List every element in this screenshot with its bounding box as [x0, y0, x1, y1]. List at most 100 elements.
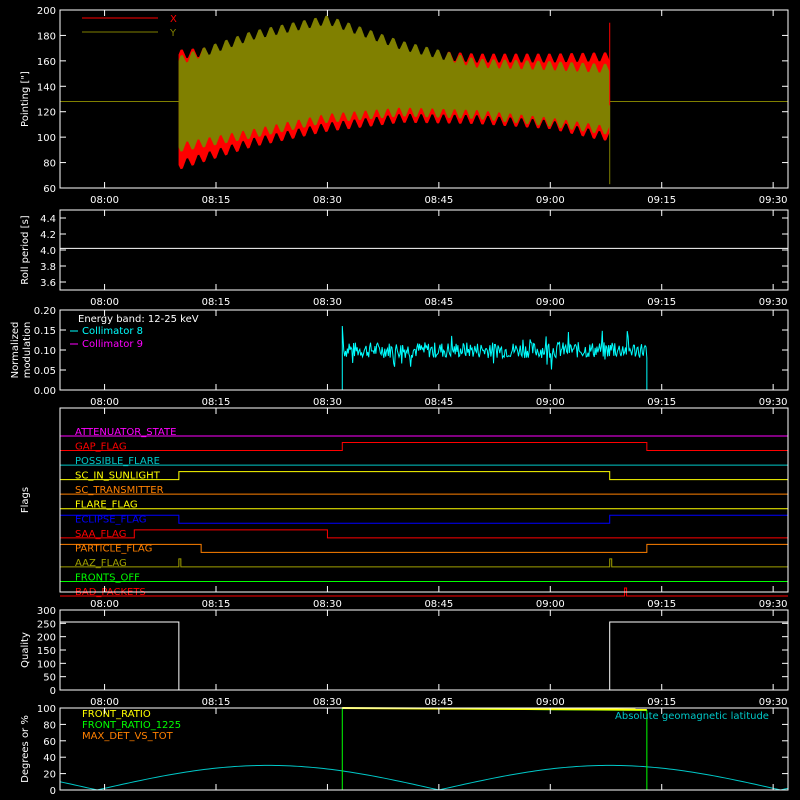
- x-tick-label: 09:30: [759, 397, 788, 408]
- geomagnetic-latitude-label: Absolute geomagnetic latitude: [615, 711, 769, 722]
- x-tick-label: 09:00: [536, 297, 565, 308]
- y-tick-label: 120: [37, 108, 56, 119]
- y-tick-label: 100: [37, 704, 56, 715]
- x-tick-label: 09:15: [647, 297, 676, 308]
- legend-label-X: X: [170, 14, 177, 25]
- x-tick-label: 08:30: [313, 697, 342, 708]
- y-tick-label: 50: [43, 673, 56, 684]
- x-tick-label: 08:45: [424, 397, 453, 408]
- y-tick-label: 4.2: [40, 230, 56, 241]
- flag-label-aaz-flag: AAZ_FLAG: [75, 558, 127, 569]
- panel-frame: [59, 707, 789, 791]
- y-tick-label: 0.15: [34, 326, 56, 337]
- y-tick-label: 200: [37, 6, 56, 17]
- x-tick-label: 09:00: [536, 697, 565, 708]
- panel-frame: [59, 209, 789, 291]
- flag-line-sc-in-sunlight: [60, 471, 788, 481]
- x-tick-label: 08:45: [424, 297, 453, 308]
- x-tick-label: 08:15: [202, 697, 231, 708]
- y-tick-label: 4.4: [40, 214, 56, 225]
- x-tick-label: 09:15: [647, 697, 676, 708]
- x-tick-label: 08:00: [90, 397, 119, 408]
- x-tick-label: 08:00: [90, 599, 119, 610]
- x-tick-label: 09:15: [647, 195, 676, 206]
- x-tick-label: 08:00: [90, 297, 119, 308]
- x-tick-label: 08:15: [202, 195, 231, 206]
- legend-label-front-ratio: FRONT_RATIO: [82, 709, 151, 720]
- y-axis-label: Degrees or %: [20, 715, 31, 783]
- flag-label-flare-flag: FLARE_FLAG: [75, 500, 138, 511]
- y-tick-label: 100: [37, 659, 56, 670]
- x-tick-label: 09:15: [647, 599, 676, 610]
- legend-label-collimator-9: Collimator 9: [82, 339, 143, 350]
- energy-band-annotation: Energy band: 12-25 keV: [78, 314, 199, 325]
- y-tick-label: 20: [43, 770, 56, 781]
- y-tick-label: 3.8: [40, 262, 56, 273]
- collimator-8-line: [341, 325, 648, 390]
- x-tick-label: 08:45: [424, 599, 453, 610]
- x-tick-label: 08:15: [202, 297, 231, 308]
- y-tick-label: 100: [37, 133, 56, 144]
- x-tick-label: 08:45: [424, 195, 453, 206]
- geomagnetic-latitude-line: [59, 764, 789, 791]
- x-tick-label: 08:30: [313, 397, 342, 408]
- y-tick-label: 3.6: [40, 278, 56, 289]
- x-tick-label: 08:00: [90, 697, 119, 708]
- x-tick-label: 08:30: [313, 297, 342, 308]
- y-tick-label: 4.0: [40, 246, 56, 257]
- y-tick-label: 0: [50, 686, 56, 697]
- y-axis-label: Roll period [s]: [20, 215, 31, 284]
- flag-label-sc-transmitter: SC_TRANSMITTER: [75, 485, 164, 496]
- x-tick-label: 09:00: [536, 599, 565, 610]
- flag-line-saa-flag: [60, 529, 788, 539]
- x-tick-label: 08:15: [202, 599, 231, 610]
- x-tick-label: 08:15: [202, 397, 231, 408]
- flag-line-bad-packets: [60, 587, 788, 597]
- y-tick-label: 0.05: [34, 366, 56, 377]
- x-tick-label: 08:00: [90, 195, 119, 206]
- panel-frame: [59, 407, 789, 593]
- flag-line-particle-flag: [59, 543, 789, 553]
- quality-line: [60, 621, 788, 691]
- legend-label-max-det-vs-tot: MAX_DET_VS_TOT: [82, 731, 174, 742]
- x-tick-label: 09:00: [536, 397, 565, 408]
- x-tick-label: 09:30: [759, 697, 788, 708]
- y-tick-label: 60: [43, 184, 56, 195]
- y-tick-label: 200: [37, 633, 56, 644]
- flag-label-particle-flag: PARTICLE_FLAG: [75, 543, 152, 554]
- flag-line-aaz-flag: [60, 558, 788, 568]
- y-tick-label: 150: [37, 646, 56, 657]
- x-tick-label: 09:00: [536, 195, 565, 206]
- y-tick-label: 0.10: [34, 346, 56, 357]
- y-axis-label-line: Normalized: [10, 322, 21, 379]
- legend-label-collimator-8: Collimator 8: [82, 326, 143, 337]
- y-tick-label: 0.00: [34, 386, 56, 397]
- x-tick-label: 08:30: [313, 195, 342, 206]
- flag-label-saa-flag: SAA_FLAG: [75, 529, 126, 540]
- y-tick-label: 40: [43, 753, 56, 764]
- flag-label-eclipse-flag: ECLIPSE_FLAG: [75, 514, 146, 525]
- flag-label-gap-flag: GAP_FLAG: [75, 442, 127, 453]
- y-tick-label: 140: [37, 82, 56, 93]
- legend-label-Y: Y: [169, 28, 177, 39]
- flag-label-possible-flare: POSSIBLE_FLARE: [75, 456, 160, 467]
- flag-label-attenuator-state: ATTENUATOR_STATE: [75, 427, 176, 438]
- y-tick-label: 0.20: [34, 306, 56, 317]
- x-tick-label: 09:15: [647, 397, 676, 408]
- y-axis-label: Flags: [20, 487, 31, 513]
- y-tick-label: 250: [37, 619, 56, 630]
- y-tick-label: 300: [37, 606, 56, 617]
- x-tick-label: 09:30: [759, 599, 788, 610]
- y-axis-label: Pointing ["]: [20, 71, 31, 127]
- y-axis-label-line: modulation: [22, 322, 33, 379]
- y-axis-label: Normalizedmodulation: [10, 322, 33, 379]
- y-tick-label: 80: [43, 720, 56, 731]
- y-tick-label: 60: [43, 737, 56, 748]
- flag-label-sc-in-sunlight: SC_IN_SUNLIGHT: [75, 471, 161, 482]
- x-tick-label: 09:30: [759, 297, 788, 308]
- y-tick-label: 180: [37, 31, 56, 42]
- x-tick-label: 09:30: [759, 195, 788, 206]
- y-tick-label: 0: [50, 786, 56, 797]
- x-tick-label: 08:30: [313, 599, 342, 610]
